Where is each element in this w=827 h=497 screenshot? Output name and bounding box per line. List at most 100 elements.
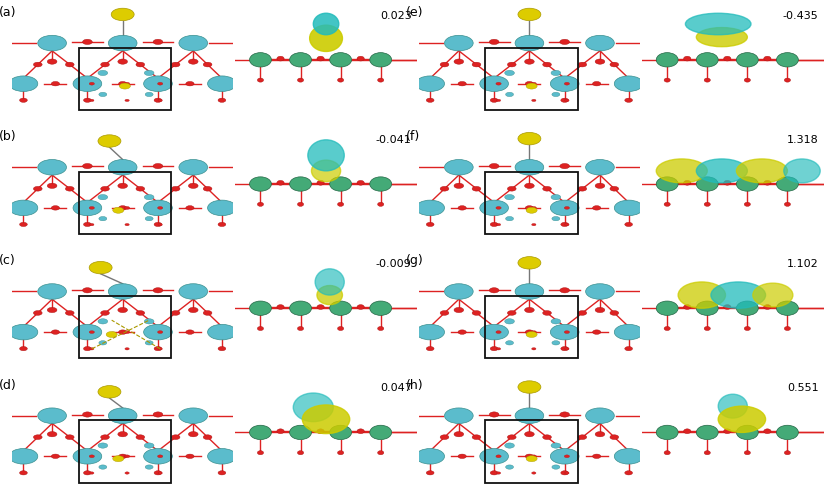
Circle shape: [723, 180, 730, 185]
Circle shape: [98, 135, 121, 147]
Circle shape: [577, 186, 586, 191]
Circle shape: [743, 327, 749, 331]
Circle shape: [634, 430, 640, 434]
Circle shape: [203, 435, 212, 439]
Circle shape: [98, 194, 108, 200]
Circle shape: [495, 455, 500, 458]
Text: 1.318: 1.318: [786, 135, 817, 145]
Circle shape: [550, 443, 560, 448]
Circle shape: [552, 341, 559, 345]
Circle shape: [189, 307, 198, 313]
Circle shape: [101, 62, 109, 67]
Circle shape: [317, 305, 324, 310]
Circle shape: [370, 177, 391, 191]
Circle shape: [249, 301, 271, 316]
Circle shape: [171, 186, 179, 191]
Circle shape: [144, 70, 154, 76]
Circle shape: [542, 311, 551, 315]
Ellipse shape: [685, 13, 750, 35]
Circle shape: [595, 307, 604, 313]
Circle shape: [644, 289, 652, 294]
Circle shape: [171, 311, 179, 315]
Circle shape: [563, 331, 569, 333]
Circle shape: [656, 301, 677, 316]
Circle shape: [98, 443, 108, 448]
Circle shape: [762, 56, 770, 61]
Circle shape: [490, 222, 497, 227]
Circle shape: [495, 83, 500, 85]
Circle shape: [824, 306, 827, 310]
Circle shape: [783, 202, 790, 206]
Circle shape: [98, 341, 107, 345]
Circle shape: [153, 412, 163, 417]
Circle shape: [505, 341, 513, 345]
Circle shape: [208, 76, 236, 91]
Circle shape: [101, 311, 109, 315]
Circle shape: [735, 425, 758, 439]
Bar: [485, 420, 577, 483]
Circle shape: [524, 206, 533, 210]
Circle shape: [609, 186, 618, 191]
Circle shape: [505, 92, 513, 96]
Circle shape: [518, 132, 540, 145]
Circle shape: [0, 165, 7, 169]
Circle shape: [531, 331, 536, 333]
Circle shape: [471, 186, 480, 191]
Circle shape: [65, 311, 74, 315]
Circle shape: [158, 347, 162, 350]
Circle shape: [20, 471, 27, 475]
Circle shape: [189, 431, 198, 437]
Circle shape: [154, 222, 161, 227]
Circle shape: [47, 59, 57, 64]
Circle shape: [518, 256, 540, 269]
Circle shape: [415, 325, 444, 340]
Circle shape: [98, 386, 121, 398]
Ellipse shape: [293, 393, 333, 421]
Circle shape: [203, 62, 212, 67]
Circle shape: [289, 177, 311, 191]
Ellipse shape: [677, 282, 724, 308]
Circle shape: [370, 53, 391, 67]
Bar: [485, 172, 577, 234]
Circle shape: [157, 455, 163, 458]
Circle shape: [444, 408, 472, 423]
Circle shape: [524, 454, 533, 459]
Circle shape: [145, 92, 153, 96]
Circle shape: [89, 472, 94, 474]
Circle shape: [644, 165, 652, 169]
Circle shape: [525, 331, 537, 337]
Bar: [79, 296, 171, 358]
Circle shape: [153, 164, 163, 168]
Circle shape: [563, 455, 569, 458]
Ellipse shape: [752, 283, 792, 307]
Circle shape: [124, 331, 130, 333]
Circle shape: [185, 330, 194, 334]
Circle shape: [559, 412, 569, 417]
Circle shape: [89, 83, 94, 85]
Circle shape: [65, 186, 74, 191]
Circle shape: [73, 200, 102, 216]
Circle shape: [564, 472, 568, 474]
Circle shape: [33, 186, 42, 191]
Circle shape: [426, 346, 433, 351]
Circle shape: [440, 62, 448, 67]
Circle shape: [696, 177, 717, 191]
Text: -0.041: -0.041: [375, 135, 411, 145]
Circle shape: [585, 408, 614, 423]
Circle shape: [218, 471, 226, 475]
Circle shape: [490, 346, 497, 351]
Circle shape: [663, 451, 670, 455]
Circle shape: [136, 186, 145, 191]
Circle shape: [531, 347, 535, 350]
Circle shape: [563, 83, 569, 85]
Circle shape: [377, 202, 384, 206]
Circle shape: [743, 451, 749, 455]
Circle shape: [98, 217, 107, 221]
Circle shape: [89, 331, 94, 333]
Circle shape: [524, 330, 533, 334]
Circle shape: [143, 325, 172, 340]
Circle shape: [479, 76, 508, 91]
Circle shape: [524, 59, 533, 64]
Circle shape: [171, 435, 179, 439]
Circle shape: [47, 431, 57, 437]
